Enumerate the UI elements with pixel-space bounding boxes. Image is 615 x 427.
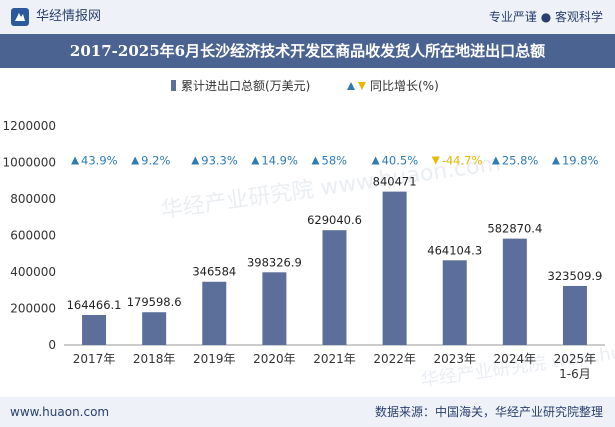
bar <box>82 314 107 345</box>
bar <box>262 272 287 345</box>
growth-up-icon <box>251 156 260 165</box>
bar <box>382 191 407 345</box>
bar <box>562 285 587 345</box>
growth-label: 9.2% <box>141 154 170 168</box>
bar-series <box>82 191 587 345</box>
growth-up-icon <box>311 156 320 165</box>
y-tick-label: 600000 <box>10 229 56 243</box>
growth-up-icon <box>551 156 560 165</box>
y-tick-label: 800000 <box>10 192 56 206</box>
brand-name: 华经情报网 <box>36 9 102 24</box>
legend-bar-swatch <box>171 80 176 91</box>
legend-up-icon <box>347 82 355 90</box>
growth-up-icon <box>371 156 380 165</box>
slogan: 专业严谨 ● 客观科学 <box>488 10 603 24</box>
growth-up-icon <box>491 156 500 165</box>
bar-value-label: 346584 <box>192 265 236 279</box>
x-tick-label: 2022年 <box>373 352 416 366</box>
x-tick-label: 2025年 <box>554 352 597 366</box>
y-tick-label: 400000 <box>10 265 56 279</box>
growth-label: 19.8% <box>562 154 599 168</box>
x-tick-label: 2024年 <box>494 352 537 366</box>
x-tick-label: 2023年 <box>433 352 476 366</box>
bar <box>142 312 167 345</box>
growth-label: -44.7% <box>442 154 483 168</box>
growth-label: 25.8% <box>502 154 539 168</box>
bar-value-label: 582870.4 <box>487 222 542 236</box>
bar <box>322 230 347 345</box>
growth-down-icon <box>431 156 440 165</box>
legend: 累计进出口总额(万美元) 同比增长(%) <box>171 79 439 93</box>
x-axis: 2017年 2018年 2019年 2020年 2021年 2022年 2023年 2024年… <box>73 352 596 381</box>
data-labels: 164466.1 179598.6 346584 398326.9 629040.6 84… <box>67 175 603 312</box>
growth-label: 43.9% <box>81 154 118 168</box>
growth-label: 14.9% <box>261 154 298 168</box>
chart-title: 2017-2025年6月长沙经济技术开发区商品收发货人所在地进出口总额 <box>0 34 615 68</box>
y-tick-label: 1200000 <box>3 119 56 133</box>
brand: 华经情报网 <box>10 7 101 27</box>
bar-value-label: 164466.1 <box>67 298 122 312</box>
x-tick-label: 2017年 <box>73 352 116 366</box>
chart-svg: 华经产业研究院 www.huaon.com 华经产业研究院 www.huaon.… <box>3 79 615 391</box>
growth-label: 58% <box>322 154 348 168</box>
legend-bar-label: 累计进出口总额(万美元) <box>181 79 310 93</box>
growth-labels: 43.9% 9.2% 93.3% 14.9% 58% 40.5% -44.7% 25.8% 19… <box>71 154 599 168</box>
data-source: 数据来源：中国海关，华经产业研究院整理 <box>374 405 603 419</box>
bar-value-label: 840471 <box>373 175 417 189</box>
x-tick-label: 2021年 <box>313 352 356 366</box>
growth-up-icon <box>131 156 140 165</box>
growth-up-icon <box>71 156 80 165</box>
bar <box>442 260 467 345</box>
y-tick-label: 200000 <box>10 302 56 316</box>
legend-down-icon <box>358 82 366 90</box>
bar-value-label: 464104.3 <box>427 243 482 257</box>
footer-url: www.huaon.com <box>10 405 110 419</box>
growth-label: 93.3% <box>201 154 238 168</box>
top-band: 华经情报网 专业严谨 ● 客观科学 <box>0 0 615 34</box>
x-tick-label: 2020年 <box>253 352 296 366</box>
bar-value-label: 179598.6 <box>127 295 182 309</box>
footer-band: www.huaon.com 数据来源：中国海关，华经产业研究院整理 <box>0 397 615 427</box>
bar <box>202 281 227 345</box>
growth-up-icon <box>191 156 200 165</box>
growth-label: 40.5% <box>382 154 419 168</box>
bar-value-label: 398326.9 <box>247 255 302 269</box>
y-tick-label: 0 <box>48 338 56 352</box>
y-tick-label: 1000000 <box>3 156 56 170</box>
x-tick-label: 2018年 <box>133 352 176 366</box>
brand-logo-icon <box>11 8 29 26</box>
x-tick-label: 2019年 <box>193 352 236 366</box>
bar <box>502 238 527 345</box>
bar-value-label: 323509.9 <box>548 269 603 283</box>
legend-growth-label: 同比增长(%) <box>370 79 439 93</box>
bar-value-label: 629040.6 <box>307 213 362 227</box>
x-tick-label: 1-6月 <box>559 367 591 381</box>
